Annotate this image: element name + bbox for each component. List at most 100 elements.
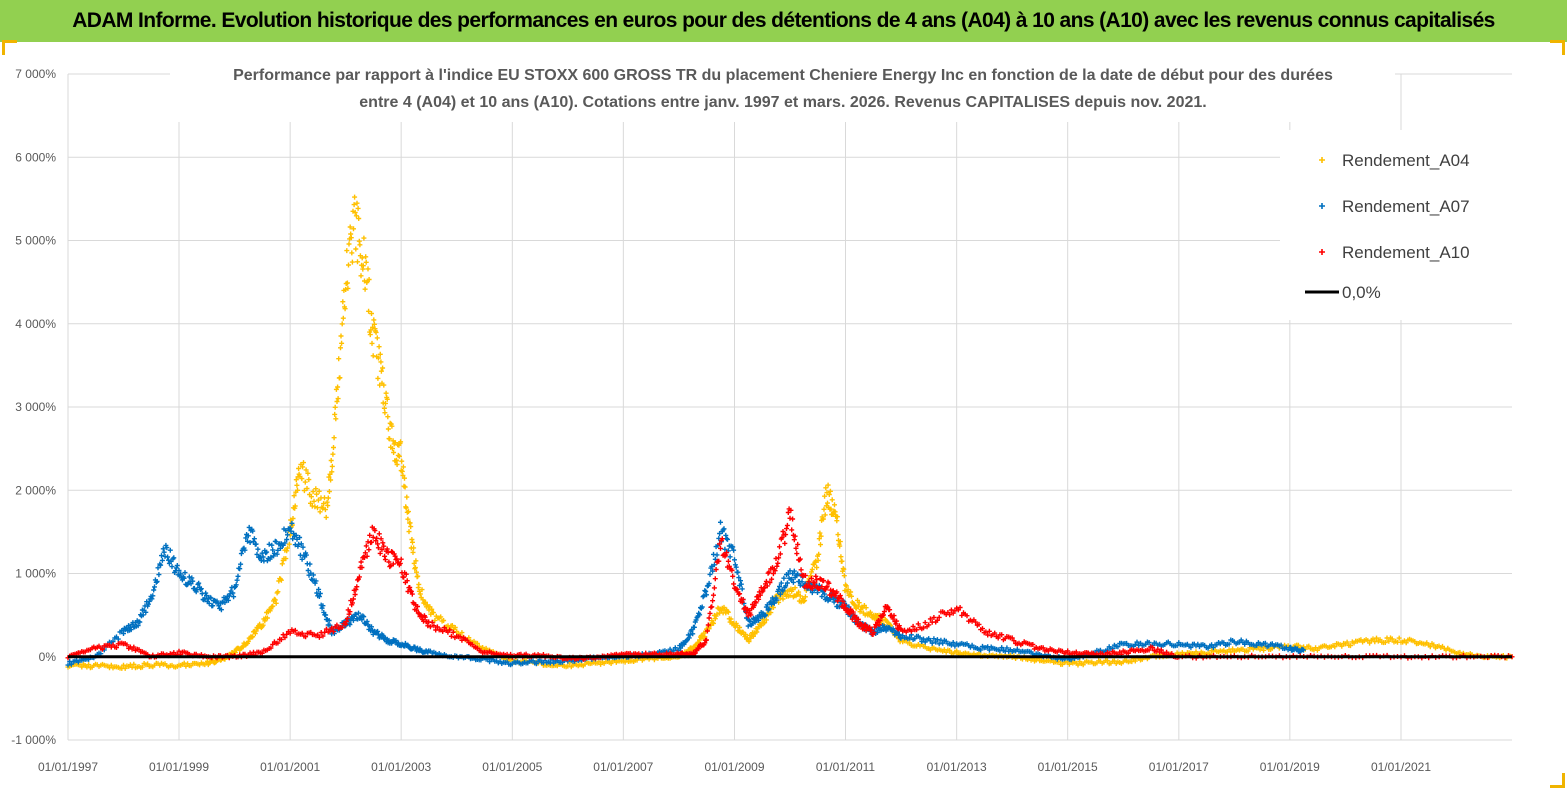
data-point: [365, 266, 371, 272]
data-point: [432, 617, 438, 623]
data-point: [792, 585, 798, 591]
data-point: [410, 539, 415, 545]
page-title: ADAM Informe. Evolution historique des p…: [72, 9, 1495, 32]
data-point: [227, 591, 233, 597]
data-point: [783, 583, 789, 589]
data-point: [380, 365, 386, 371]
data-point: [929, 640, 935, 646]
data-point: [149, 596, 155, 602]
data-point: [174, 563, 180, 568]
data-point: [402, 484, 408, 490]
data-point: [311, 498, 317, 504]
data-point: [821, 506, 827, 512]
data-point: [348, 235, 354, 241]
data-point: [794, 551, 800, 557]
y-tick-label: 0%: [39, 650, 57, 664]
data-point: [1009, 635, 1015, 641]
data-point: [394, 462, 400, 467]
data-point: [834, 589, 840, 595]
data-point: [235, 573, 241, 579]
data-point: [284, 548, 290, 554]
data-point: [740, 597, 746, 602]
data-point: [855, 616, 861, 622]
data-point: [173, 565, 179, 571]
data-point: [271, 550, 277, 556]
data-point: [748, 635, 754, 641]
data-point: [702, 640, 708, 646]
data-point: [326, 618, 332, 623]
data-point: [385, 549, 391, 555]
data-point: [1210, 645, 1216, 651]
data-point: [450, 629, 456, 635]
data-point: [250, 528, 256, 534]
data-point: [285, 545, 290, 551]
data-point: [332, 404, 338, 410]
data-point: [299, 630, 305, 636]
data-point: [751, 603, 757, 609]
data-point: [731, 547, 737, 553]
data-point: [725, 536, 730, 542]
data-point: [284, 537, 290, 542]
data-point: [1134, 639, 1140, 645]
data-point: [921, 625, 926, 631]
data-point: [273, 539, 279, 545]
data-point: [323, 514, 329, 520]
data-point: [344, 248, 350, 254]
data-point: [196, 580, 202, 586]
data-point: [364, 553, 370, 559]
data-point: [1132, 658, 1138, 664]
data-point: [150, 593, 156, 599]
data-point: [414, 569, 419, 575]
data-point: [151, 587, 157, 593]
x-tick-label: 01/01/2021: [1371, 760, 1431, 774]
data-point: [835, 598, 841, 604]
data-point: [303, 634, 309, 640]
data-point: [251, 538, 256, 544]
corner-marker: [2, 40, 17, 55]
data-point: [732, 557, 737, 563]
data-point: [323, 626, 329, 632]
data-point: [310, 489, 316, 495]
data-point: [156, 572, 162, 578]
data-point: [238, 561, 244, 567]
chart-title-line: Performance par rapport à l'indice EU ST…: [233, 67, 1333, 84]
data-point: [766, 606, 772, 612]
legend-label: Rendement_A04: [1342, 151, 1470, 170]
data-point: [325, 503, 331, 509]
data-point: [721, 604, 727, 610]
data-point: [707, 610, 713, 616]
data-point: [841, 573, 847, 579]
data-point: [376, 355, 381, 361]
data-point: [355, 205, 361, 211]
data-point: [420, 597, 426, 603]
data-point: [320, 603, 326, 609]
data-point: [251, 536, 257, 542]
data-point: [763, 578, 769, 584]
data-point: [159, 553, 164, 559]
data-point: [404, 578, 410, 584]
data-point: [986, 628, 992, 634]
data-point: [394, 556, 400, 562]
data-point: [364, 618, 370, 624]
data-point: [343, 621, 349, 627]
data-point: [702, 634, 708, 640]
data-point: [819, 584, 825, 590]
data-point: [131, 661, 137, 667]
data-point: [264, 549, 270, 555]
data-point: [775, 560, 781, 566]
data-point: [931, 636, 937, 642]
data-point: [434, 624, 440, 630]
data-point: [1011, 638, 1017, 644]
data-point: [1075, 662, 1081, 668]
series-rendement-a10: [65, 506, 1515, 662]
data-point: [345, 285, 351, 291]
data-point: [1065, 648, 1071, 654]
data-point: [763, 617, 769, 623]
data-point: [301, 460, 306, 466]
corner-marker: [1550, 40, 1565, 55]
data-point: [812, 580, 818, 586]
data-point: [734, 586, 740, 592]
data-point: [378, 359, 384, 365]
data-point: [329, 463, 335, 469]
data-point: [353, 587, 359, 593]
